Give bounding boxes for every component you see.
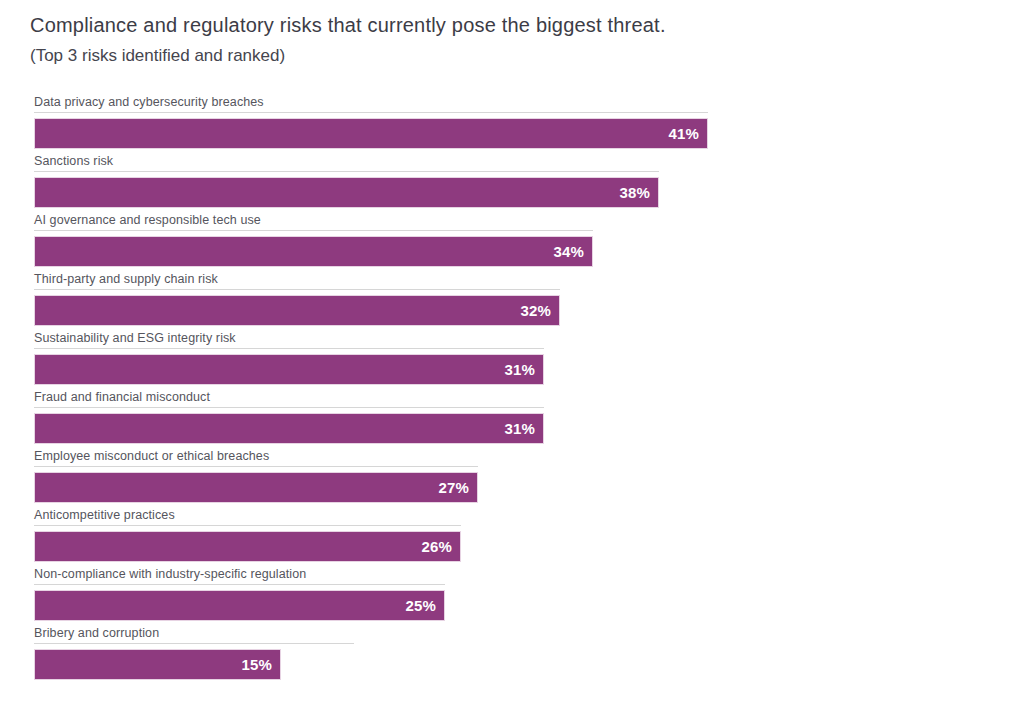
category-label: Data privacy and cybersecurity breaches — [34, 95, 1024, 110]
bar-chart: Data privacy and cybersecurity breaches 4… — [34, 95, 1024, 680]
bar-row: Anticompetitive practices 26% — [34, 508, 1024, 562]
bar-row: Bribery and corruption 15% — [34, 626, 1024, 680]
bar-row: Non-compliance with industry-specific re… — [34, 567, 1024, 621]
chart-subtitle: (Top 3 risks identified and ranked) — [30, 44, 1024, 68]
bar: 31% — [34, 354, 544, 385]
label-underline — [34, 289, 560, 290]
bar-value-label: 34% — [553, 243, 592, 260]
bar-row: Data privacy and cybersecurity breaches 4… — [34, 95, 1024, 149]
chart-title: Compliance and regulatory risks that cur… — [30, 12, 1024, 38]
bar-row: Third-party and supply chain risk 32% — [34, 272, 1024, 326]
bar-row: Fraud and financial misconduct 31% — [34, 390, 1024, 444]
bar: 32% — [34, 295, 560, 326]
category-label: Sanctions risk — [34, 154, 1024, 169]
bar-value-label: 27% — [438, 479, 477, 496]
category-label: AI governance and responsible tech use — [34, 213, 1024, 228]
category-label: Employee misconduct or ethical breaches — [34, 449, 1024, 464]
bar-value-label: 38% — [619, 184, 658, 201]
bar: 38% — [34, 177, 659, 208]
label-underline — [34, 230, 593, 231]
bar-value-label: 15% — [241, 656, 280, 673]
label-underline — [34, 525, 461, 526]
bar-row: Employee misconduct or ethical breaches 2… — [34, 449, 1024, 503]
bar-row: Sanctions risk 38% — [34, 154, 1024, 208]
label-underline — [34, 112, 708, 113]
bar-value-label: 25% — [405, 597, 444, 614]
category-label: Third-party and supply chain risk — [34, 272, 1024, 287]
label-underline — [34, 171, 659, 172]
label-underline — [34, 348, 544, 349]
category-label: Fraud and financial misconduct — [34, 390, 1024, 405]
bar-value-label: 32% — [520, 302, 559, 319]
bar: 27% — [34, 472, 478, 503]
category-label: Bribery and corruption — [34, 626, 1024, 641]
category-label: Anticompetitive practices — [34, 508, 1024, 523]
label-underline — [34, 466, 478, 467]
category-label: Non-compliance with industry-specific re… — [34, 567, 1024, 582]
bar-row: Sustainability and ESG integrity risk 31% — [34, 331, 1024, 385]
bar-value-label: 31% — [504, 361, 543, 378]
label-underline — [34, 407, 544, 408]
bar: 15% — [34, 649, 281, 680]
chart-figure: Compliance and regulatory risks that cur… — [0, 0, 1024, 719]
bar-row: AI governance and responsible tech use 34… — [34, 213, 1024, 267]
bar: 41% — [34, 118, 708, 149]
label-underline — [34, 584, 445, 585]
bar-value-label: 26% — [421, 538, 460, 555]
bar-value-label: 41% — [668, 125, 707, 142]
bar-value-label: 31% — [504, 420, 543, 437]
bar: 31% — [34, 413, 544, 444]
bar: 25% — [34, 590, 445, 621]
bar: 26% — [34, 531, 461, 562]
category-label: Sustainability and ESG integrity risk — [34, 331, 1024, 346]
bar: 34% — [34, 236, 593, 267]
label-underline — [34, 643, 354, 644]
